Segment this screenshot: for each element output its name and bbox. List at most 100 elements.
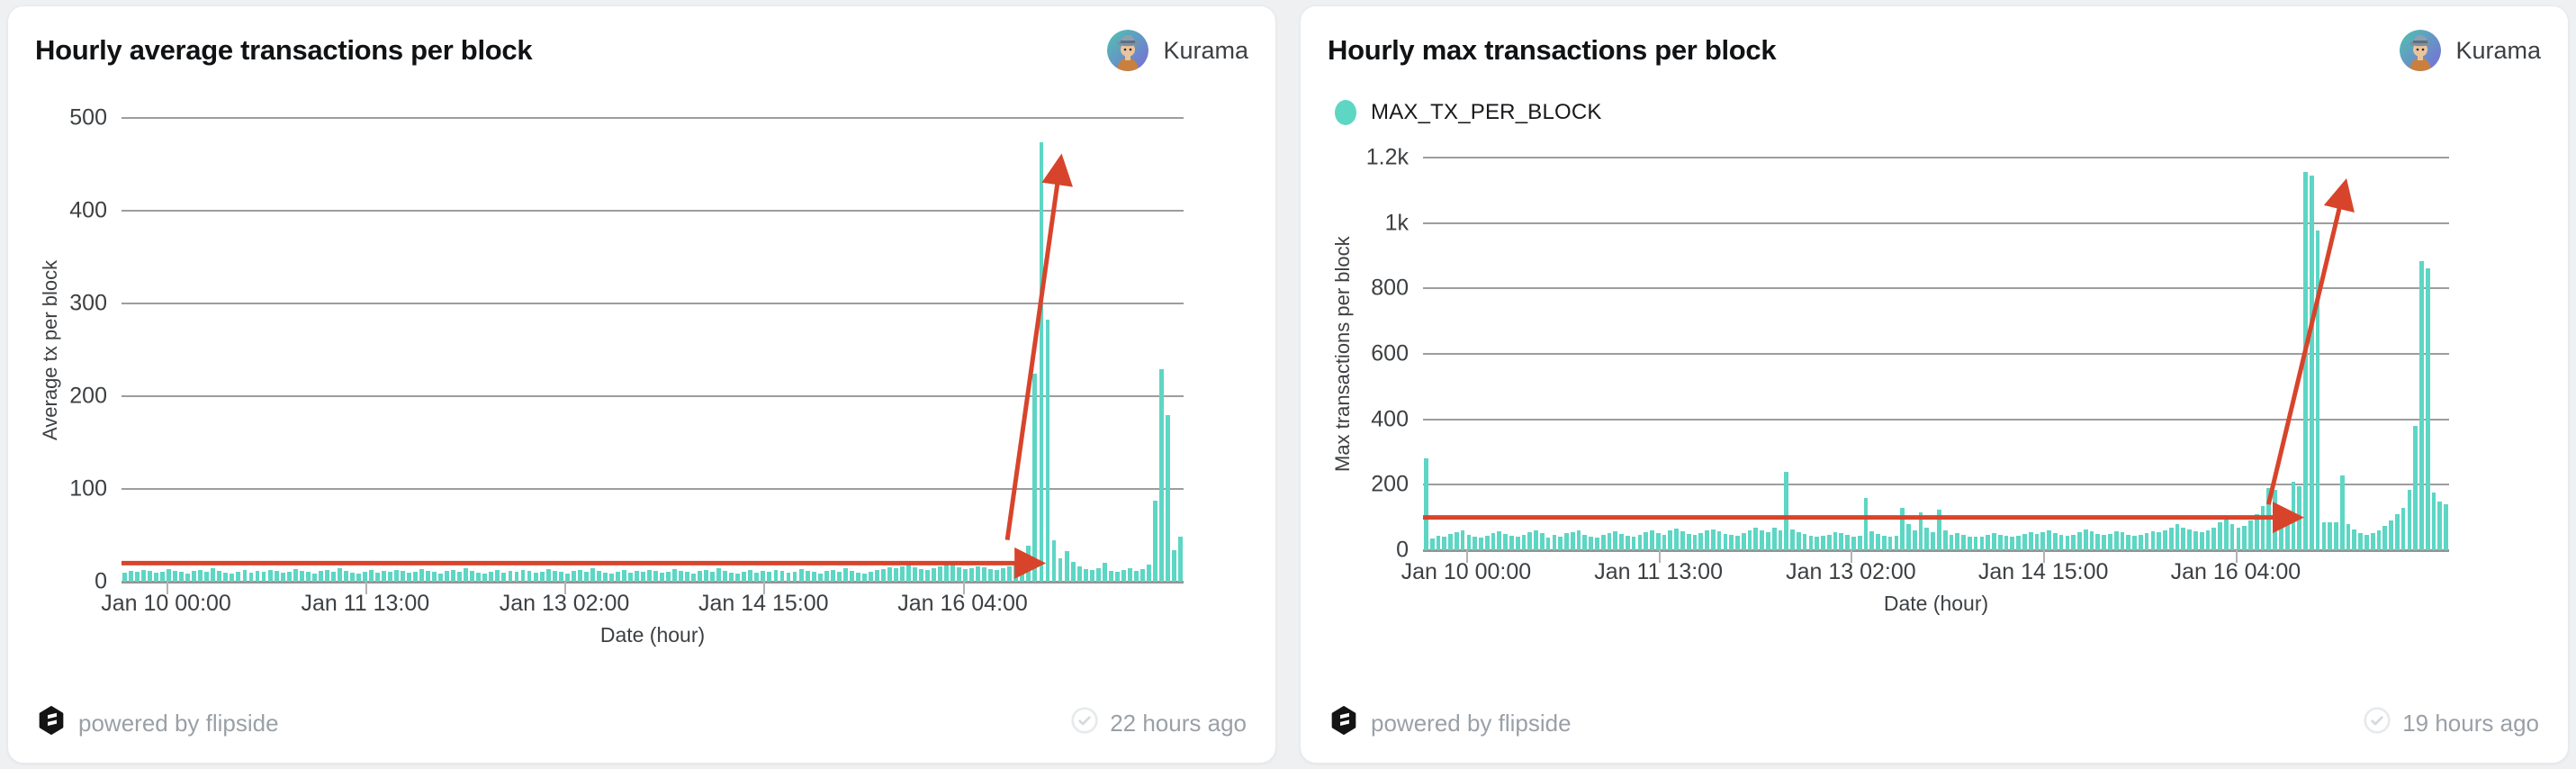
bar[interactable]: [1967, 536, 1972, 550]
bar[interactable]: [558, 571, 563, 582]
bar[interactable]: [305, 571, 311, 582]
bar[interactable]: [2199, 532, 2204, 550]
bar[interactable]: [1680, 530, 1685, 550]
bar[interactable]: [621, 569, 626, 582]
bar[interactable]: [445, 570, 450, 582]
bar[interactable]: [2168, 527, 2174, 550]
bar[interactable]: [1894, 536, 1899, 550]
bar[interactable]: [1674, 529, 1679, 550]
bar[interactable]: [394, 569, 399, 582]
bar[interactable]: [1839, 533, 1844, 550]
bar[interactable]: [2065, 536, 2070, 550]
bar[interactable]: [2187, 529, 2192, 550]
bar[interactable]: [1619, 533, 1624, 550]
bar[interactable]: [148, 570, 153, 582]
bar[interactable]: [899, 565, 905, 582]
bar[interactable]: [887, 566, 892, 582]
bar[interactable]: [1058, 558, 1063, 582]
bar[interactable]: [1949, 535, 1954, 550]
bar[interactable]: [1454, 532, 1459, 550]
bar[interactable]: [2315, 230, 2320, 550]
bar[interactable]: [1064, 551, 1069, 582]
bar[interactable]: [267, 569, 273, 582]
bar[interactable]: [2058, 535, 2064, 550]
bar[interactable]: [286, 571, 292, 582]
bar[interactable]: [938, 565, 943, 582]
bar[interactable]: [950, 565, 956, 582]
bar[interactable]: [691, 573, 697, 582]
bar[interactable]: [457, 571, 463, 582]
bar[interactable]: [1942, 530, 1948, 550]
bar[interactable]: [141, 569, 147, 582]
bar[interactable]: [861, 573, 867, 582]
bar[interactable]: [426, 570, 431, 582]
bar[interactable]: [2022, 533, 2027, 550]
bar[interactable]: [1607, 533, 1612, 550]
bar[interactable]: [1851, 536, 1856, 550]
bar[interactable]: [198, 569, 203, 582]
bar[interactable]: [1582, 534, 1588, 550]
bar[interactable]: [698, 570, 703, 582]
bar[interactable]: [248, 572, 254, 582]
bar[interactable]: [2260, 505, 2265, 550]
bar[interactable]: [2034, 533, 2040, 550]
bar[interactable]: [204, 571, 210, 582]
bar[interactable]: [1032, 374, 1038, 582]
bar[interactable]: [508, 570, 513, 582]
bar[interactable]: [1973, 537, 1978, 550]
bar[interactable]: [154, 572, 159, 582]
bar[interactable]: [1070, 562, 1076, 582]
bar[interactable]: [533, 572, 538, 582]
bar[interactable]: [2279, 511, 2283, 550]
bar[interactable]: [2193, 530, 2198, 550]
bar[interactable]: [2339, 475, 2345, 550]
bar[interactable]: [1631, 537, 1636, 550]
bar[interactable]: [2052, 533, 2058, 550]
bar[interactable]: [1760, 530, 1764, 550]
bar[interactable]: [1766, 532, 1770, 550]
bar[interactable]: [274, 570, 279, 582]
bar[interactable]: [419, 568, 425, 582]
bar[interactable]: [2358, 533, 2363, 550]
bar[interactable]: [1918, 512, 1923, 550]
bar[interactable]: [185, 573, 191, 582]
bar[interactable]: [1491, 533, 1496, 550]
bar[interactable]: [1152, 501, 1157, 582]
bar[interactable]: [1729, 535, 1734, 550]
bar[interactable]: [2328, 522, 2333, 550]
bar[interactable]: [476, 572, 482, 582]
bar[interactable]: [1650, 530, 1654, 550]
bar[interactable]: [710, 571, 716, 582]
bar[interactable]: [1039, 141, 1044, 582]
bar[interactable]: [1020, 558, 1025, 582]
bar[interactable]: [944, 564, 950, 582]
bar[interactable]: [2394, 514, 2400, 550]
bar[interactable]: [349, 572, 355, 582]
bar[interactable]: [1013, 563, 1019, 582]
bar[interactable]: [160, 571, 166, 582]
bar[interactable]: [729, 572, 734, 582]
bar[interactable]: [242, 569, 248, 582]
bar[interactable]: [2229, 523, 2235, 550]
powered-by-link[interactable]: powered by flipside: [37, 706, 279, 741]
bar[interactable]: [660, 572, 664, 582]
bar[interactable]: [1778, 530, 1783, 550]
bar[interactable]: [1869, 530, 1875, 550]
bar[interactable]: [401, 570, 405, 582]
bar[interactable]: [1900, 507, 1905, 550]
bar[interactable]: [1121, 569, 1126, 582]
bar[interactable]: [2071, 534, 2076, 550]
bar[interactable]: [2376, 530, 2382, 550]
bar[interactable]: [1448, 533, 1453, 550]
bar[interactable]: [1089, 569, 1094, 582]
bar[interactable]: [407, 572, 412, 582]
bar[interactable]: [1881, 536, 1887, 550]
bar[interactable]: [1771, 527, 1777, 550]
bar[interactable]: [1955, 533, 1960, 550]
bar[interactable]: [1165, 414, 1170, 582]
bar[interactable]: [1796, 532, 1801, 550]
bar[interactable]: [464, 567, 469, 582]
bar[interactable]: [2108, 533, 2112, 550]
bar[interactable]: [2089, 530, 2094, 550]
bar[interactable]: [1924, 527, 1930, 550]
